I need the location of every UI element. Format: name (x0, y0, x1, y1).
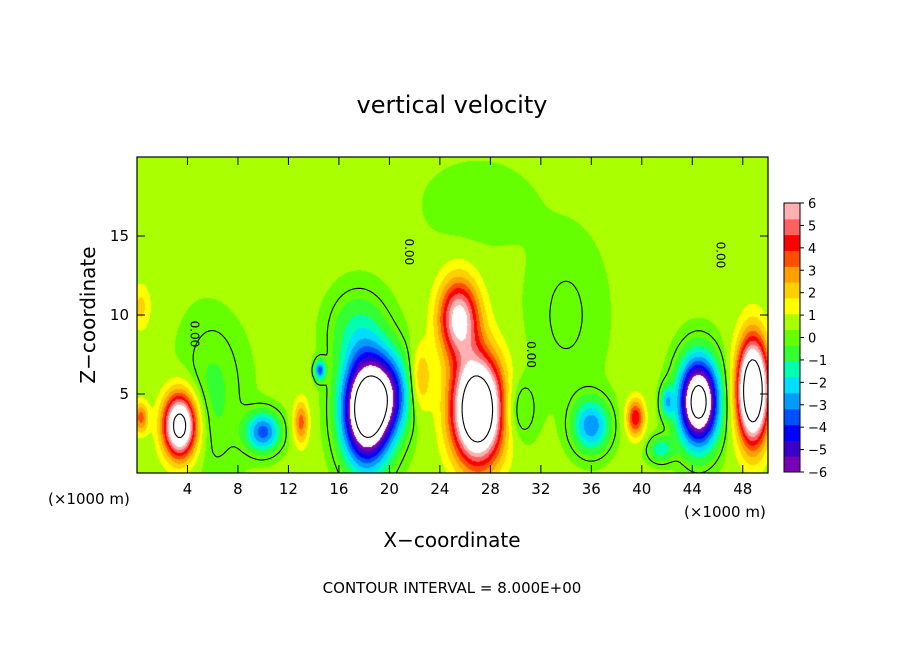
z-tick-label: 10 (110, 306, 129, 324)
colorbar-tick-label: 3 (808, 264, 816, 279)
colorbar-swatch (784, 329, 800, 346)
contour-line (192, 280, 728, 474)
x-tick-label: 28 (481, 480, 500, 498)
colorbar-swatch (784, 345, 800, 362)
colorbar-swatch (784, 440, 800, 457)
colorbar-tick-label: −3 (808, 399, 827, 414)
colorbar-swatch (784, 266, 800, 283)
colorbar-swatch (784, 377, 800, 394)
colorbar-tick-label: 2 (808, 287, 816, 302)
chart-title: vertical velocity (357, 91, 548, 119)
x-tick-label: 16 (329, 480, 348, 498)
colorbar-swatch (784, 313, 800, 331)
colorbar-tick-label: −5 (808, 444, 827, 459)
contour-line (173, 359, 763, 443)
colorbar-tick-label: 0 (808, 332, 816, 347)
x-axis: 4 8 12 16 20 24 28 32 36 40 44 48 (183, 157, 752, 498)
x-tick-label: 4 (183, 480, 193, 498)
x-unit-label-right: (×1000 m) (684, 503, 766, 521)
z-tick-label: 5 (119, 385, 129, 403)
x-tick-label: 24 (430, 480, 449, 498)
colorbar-swatch (784, 218, 800, 236)
x-tick-label: 32 (531, 480, 550, 498)
plot-area: 0.000.000.000.00 4 8 12 16 20 24 28 32 36 40 44 48 … (110, 156, 769, 498)
contour-line (354, 375, 707, 439)
x-unit-label-left: (×1000 m) (48, 490, 130, 508)
x-tick-label: 8 (233, 480, 243, 498)
colorbar-swatch (784, 456, 800, 473)
x-axis-label: X−coordinate (383, 528, 520, 552)
colorbar-tick-label: −4 (808, 421, 827, 436)
colorbar-swatch (784, 361, 800, 378)
x-tick-label: 36 (582, 480, 601, 498)
colorbar-swatch (784, 392, 800, 410)
colorbar-tick-label: 6 (808, 197, 816, 212)
contour-label: 0.00 (524, 341, 538, 368)
colorbar: 6 5 4 3 2 1 0 −1 −2 −3 −4 −5 −6 (783, 197, 827, 481)
contour-label: 0.00 (714, 242, 728, 269)
velocity-heatmap (137, 157, 768, 473)
colorbar-tick-label: −6 (808, 466, 827, 481)
contour-labels: 0.00 0.00 0.00 0.00 (187, 238, 727, 367)
z-axis-label: Z−coordinate (76, 246, 100, 383)
colorbar-swatch (784, 203, 800, 220)
colorbar-swatch (784, 250, 800, 267)
colorbar-swatch (784, 282, 800, 299)
x-tick-label: 44 (683, 480, 702, 498)
x-tick-label: 20 (380, 480, 399, 498)
colorbar-swatch (784, 297, 800, 315)
contour-layer (173, 280, 763, 474)
x-tick-label: 40 (632, 480, 651, 498)
contour-label: 0.00 (402, 238, 416, 265)
colorbar-swatch (784, 234, 800, 251)
colorbar-swatch (784, 408, 800, 426)
colorbar-tick-label: 4 (808, 242, 816, 257)
colorbar-tick-label: −1 (808, 354, 827, 369)
z-axis: 5 10 15 (110, 227, 768, 403)
colorbar-tick-label: 5 (808, 219, 816, 234)
contour-label: 0.00 (187, 321, 201, 348)
colorbar-tick-label: −2 (808, 376, 827, 391)
contour-interval-note: CONTOUR INTERVAL = 8.000E+00 (323, 579, 582, 597)
x-tick-label: 48 (733, 480, 752, 498)
colorbar-swatch (784, 424, 800, 441)
z-tick-label: 15 (110, 227, 129, 245)
colorbar-tick-label: 1 (808, 309, 816, 324)
x-tick-label: 12 (279, 480, 298, 498)
